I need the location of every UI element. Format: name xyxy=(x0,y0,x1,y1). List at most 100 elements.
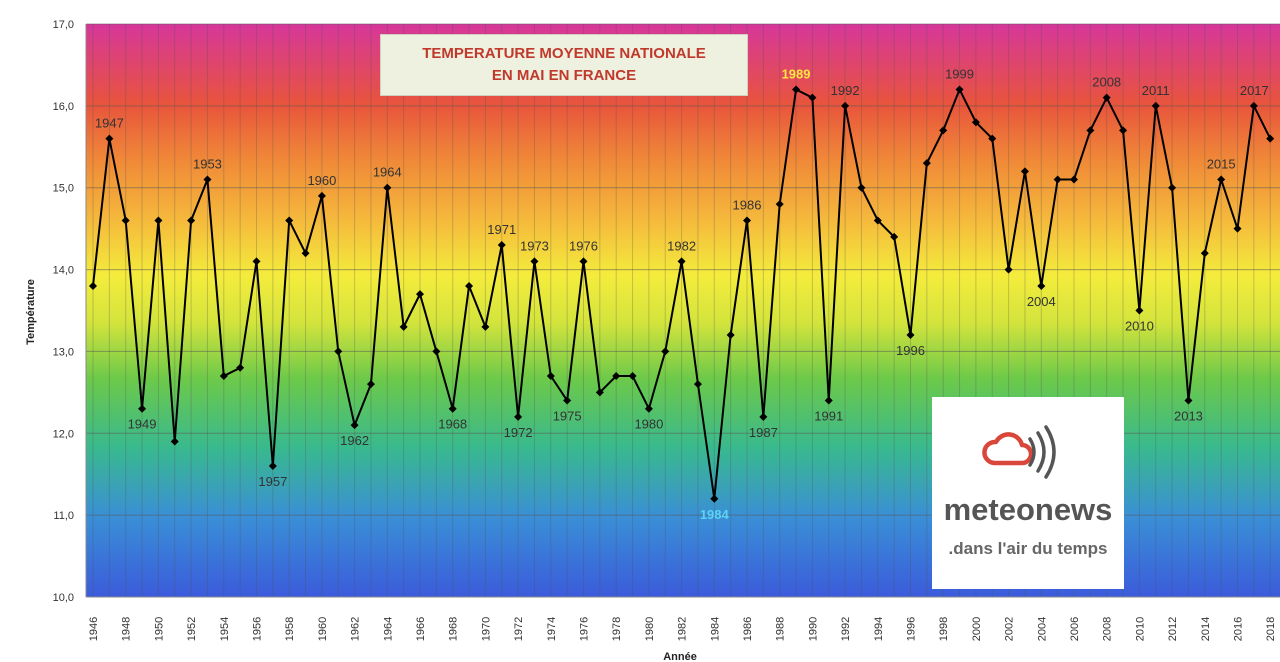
data-point-1967 xyxy=(432,347,441,356)
data-point-2000 xyxy=(971,118,980,127)
data-point-1956 xyxy=(252,257,261,266)
data-point-1947 xyxy=(105,134,114,143)
annotation-2013: 2013 xyxy=(1174,409,1203,424)
x-axis-label: Année xyxy=(663,651,697,662)
data-point-2013 xyxy=(1184,396,1193,405)
data-point-1975 xyxy=(563,396,572,405)
annotation-1984: 1984 xyxy=(700,507,730,522)
data-point-1953 xyxy=(203,175,212,184)
annotation-1968: 1968 xyxy=(438,417,467,432)
data-point-1991 xyxy=(824,396,833,405)
x-tick-label: 1988 xyxy=(775,617,787,641)
chart-title: TEMPERATURE MOYENNE NATIONALE EN MAI EN … xyxy=(380,34,748,96)
x-tick-label: 1976 xyxy=(579,617,591,641)
x-tick-label: 2010 xyxy=(1134,617,1146,641)
data-point-1974 xyxy=(546,371,555,380)
data-point-1993 xyxy=(857,183,866,192)
annotation-1982: 1982 xyxy=(667,238,696,253)
data-point-1994 xyxy=(873,216,882,225)
logo-brand-text: meteonews xyxy=(943,492,1113,527)
data-point-1997 xyxy=(922,159,931,168)
data-point-1978 xyxy=(612,371,621,380)
x-tick-label: 1982 xyxy=(677,617,689,641)
x-tick-label: 1964 xyxy=(382,617,394,641)
y-tick-label: 13,0 xyxy=(53,346,74,358)
data-point-1966 xyxy=(416,290,424,299)
y-tick-label: 17,0 xyxy=(53,19,74,31)
x-tick-label: 1966 xyxy=(415,617,427,641)
annotation-1976: 1976 xyxy=(569,238,598,253)
data-point-1988 xyxy=(775,200,784,209)
data-point-1973 xyxy=(530,257,539,266)
x-tick-label: 2016 xyxy=(1233,617,1245,641)
data-point-2010 xyxy=(1135,306,1144,315)
data-point-1979 xyxy=(628,371,637,380)
data-point-1992 xyxy=(841,101,850,110)
annotation-1964: 1964 xyxy=(373,165,402,180)
data-point-1984 xyxy=(710,494,719,503)
x-tick-label: 2004 xyxy=(1036,617,1048,641)
y-tick-label: 15,0 xyxy=(53,183,74,195)
y-tick-label: 10,0 xyxy=(53,592,74,604)
data-point-2009 xyxy=(1119,126,1128,135)
annotation-1953: 1953 xyxy=(193,157,222,172)
annotation-1971: 1971 xyxy=(487,222,516,237)
data-point-1950 xyxy=(154,216,163,225)
data-point-1960 xyxy=(317,191,326,200)
logo-tagline: .dans l'air du temps xyxy=(948,539,1108,558)
annotation-2015: 2015 xyxy=(1207,157,1236,172)
annotation-1972: 1972 xyxy=(504,425,533,440)
x-tick-label: 1992 xyxy=(840,617,852,641)
data-point-2015 xyxy=(1217,175,1226,184)
data-point-1955 xyxy=(236,363,245,372)
x-tick-label: 2014 xyxy=(1200,617,1212,641)
data-point-1977 xyxy=(595,388,604,397)
data-point-1983 xyxy=(693,380,702,389)
data-point-1996 xyxy=(906,331,915,340)
x-tick-label: 1972 xyxy=(513,617,525,641)
data-point-1959 xyxy=(301,249,310,258)
x-tick-label: 1968 xyxy=(448,617,460,641)
x-tick-label: 1974 xyxy=(546,617,558,641)
x-tick-label: 1990 xyxy=(807,617,819,641)
data-point-1970 xyxy=(481,322,490,331)
data-point-1971 xyxy=(497,241,506,250)
x-tick-label: 1978 xyxy=(611,617,623,641)
x-tick-label: 1956 xyxy=(252,617,264,641)
annotation-2017: 2017 xyxy=(1240,83,1269,98)
annotation-1962: 1962 xyxy=(340,433,369,448)
annotation-1989: 1989 xyxy=(782,66,811,81)
x-tick-label: 2012 xyxy=(1167,617,1179,641)
data-point-1949 xyxy=(138,404,147,413)
x-tick-label: 1950 xyxy=(153,617,165,641)
y-tick-label: 16,0 xyxy=(53,101,74,113)
x-tick-label: 1998 xyxy=(938,617,950,641)
y-tick-label: 14,0 xyxy=(53,265,74,277)
annotation-2010: 2010 xyxy=(1125,319,1154,334)
x-tick-label: 1946 xyxy=(88,617,100,641)
annotation-1991: 1991 xyxy=(814,409,843,424)
x-tick-label: 1948 xyxy=(121,617,133,641)
x-tick-label: 2002 xyxy=(1004,617,1016,641)
annotation-1986: 1986 xyxy=(733,197,762,212)
annotation-1980: 1980 xyxy=(634,417,663,432)
data-point-1948 xyxy=(121,216,130,225)
data-point-2001 xyxy=(988,134,997,143)
annotation-1947: 1947 xyxy=(95,116,124,131)
annotation-1992: 1992 xyxy=(831,83,860,98)
data-point-2007 xyxy=(1086,126,1095,135)
x-tick-label: 1952 xyxy=(186,617,198,641)
x-tick-label: 1958 xyxy=(284,617,296,641)
data-point-1985 xyxy=(726,331,735,340)
data-point-2012 xyxy=(1168,183,1177,192)
chart-title-line-1: TEMPERATURE MOYENNE NATIONALE xyxy=(422,45,706,62)
annotation-1975: 1975 xyxy=(553,409,582,424)
data-point-1982 xyxy=(677,257,686,266)
annotation-1957: 1957 xyxy=(258,474,287,489)
x-tick-label: 1984 xyxy=(709,617,721,641)
annotation-1973: 1973 xyxy=(520,238,549,253)
data-point-2017 xyxy=(1249,101,1258,110)
x-tick-label: 1960 xyxy=(317,617,329,641)
data-point-1962 xyxy=(350,421,359,430)
data-point-1981 xyxy=(661,347,670,356)
